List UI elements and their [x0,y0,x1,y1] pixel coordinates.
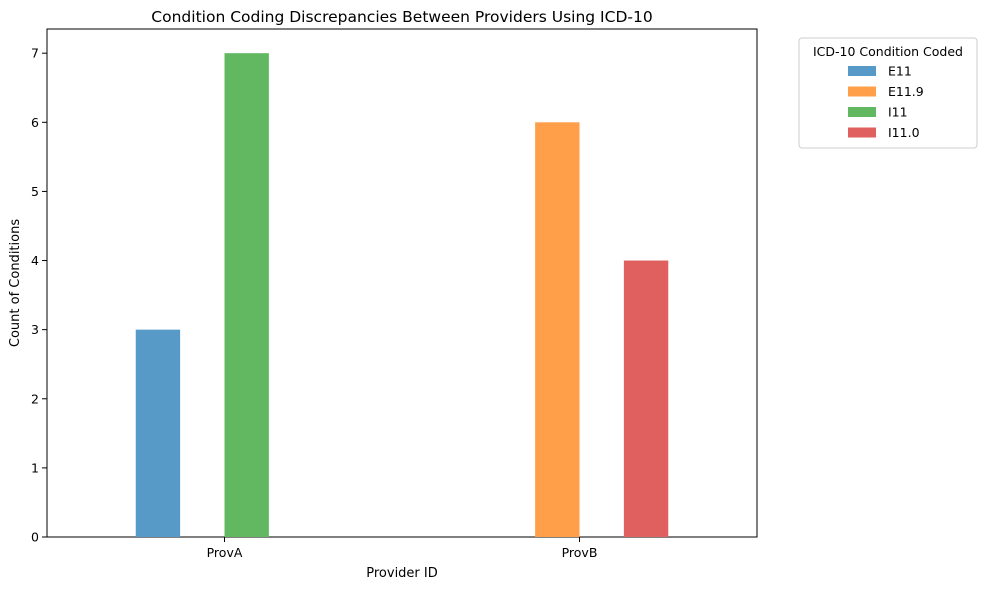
y-tick-label: 5 [31,184,39,199]
x-tick-label: ProvB [562,545,598,560]
y-tick-label: 7 [31,46,39,61]
x-tick-label: ProvA [207,545,243,560]
legend-title: ICD-10 Condition Coded [813,44,963,59]
bar-E11.9-ProvB [535,122,580,537]
y-tick-label: 1 [31,460,39,475]
plot-area [46,28,758,538]
y-axis: 0 1 2 3 4 5 6 7 [31,46,47,545]
bar-I11.0-ProvB [623,260,669,537]
y-tick-label: 2 [31,391,39,406]
legend: ICD-10 Condition Coded E11 E11.9 I11 I11.0 [798,37,978,149]
legend-swatch-E11.9 [848,86,876,97]
legend-swatch-I11 [848,107,876,117]
bar-E11-ProvA [135,329,181,537]
legend-swatch-I11.0 [848,127,876,138]
legend-items: E11 E11.9 I11 I11.0 [848,64,924,140]
legend-label-I11.0: I11.0 [888,125,920,140]
x-axis-label: Provider ID [366,566,438,581]
legend-label-I11: I11 [888,105,908,120]
bar-I11-ProvA [224,53,269,537]
y-tick-label: 0 [31,530,39,545]
y-axis-label: Count of Conditions [8,219,23,347]
x-axis: ProvA ProvB [207,537,598,560]
legend-frame [798,37,978,149]
chart-title: Condition Coding Discrepancies Between P… [151,8,652,26]
legend-swatch-E11 [848,66,876,76]
legend-label-E11.9: E11.9 [888,84,924,99]
y-tick-label: 4 [31,253,39,268]
bars [135,53,669,537]
y-tick-label: 3 [31,322,39,337]
y-tick-label: 6 [31,115,39,130]
legend-label-E11: E11 [888,64,912,79]
